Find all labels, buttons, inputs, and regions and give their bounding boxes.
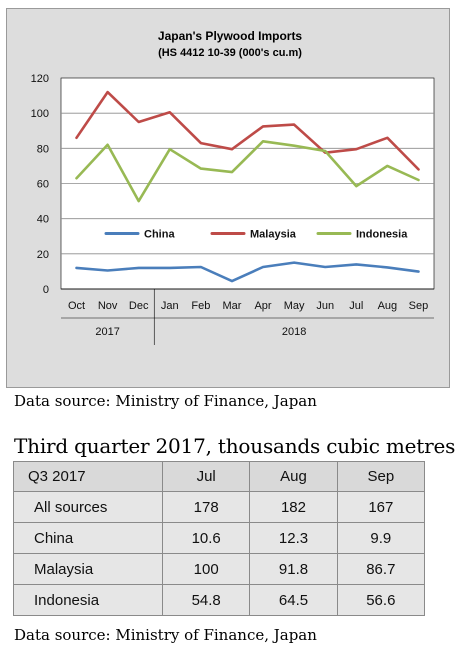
legend-label: Malaysia	[250, 229, 297, 241]
series-line-china	[75, 261, 420, 283]
table-header-row: Q3 2017 Jul Aug Sep	[13, 461, 426, 492]
chart-canvas: Japan's Plywood Imports (HS 4412 10-39 (…	[6, 8, 450, 388]
x-tick-label: Jan	[161, 300, 179, 312]
x-tick-label: Dec	[129, 300, 149, 312]
x-tick-label: Feb	[191, 300, 210, 312]
cell-aug: 12.3	[249, 522, 338, 554]
y-tick-label: 120	[31, 73, 49, 85]
y-tick-label: 80	[37, 143, 49, 155]
cell-sep: 167	[336, 491, 426, 523]
y-tick-label: 20	[37, 249, 49, 261]
data-source-top: Data source: Ministry of Finance, Japan	[14, 392, 317, 410]
series-layer	[75, 90, 420, 283]
row-label: All sources	[13, 491, 163, 523]
header-jul: Jul	[161, 461, 251, 492]
table-caption: Third quarter 2017, thousands cubic metr…	[14, 434, 456, 458]
x-tick-label: Sep	[409, 300, 429, 312]
grid-layer	[61, 112, 434, 255]
x-tick-label: Nov	[98, 300, 118, 312]
plywood-imports-chart: Japan's Plywood Imports (HS 4412 10-39 (…	[6, 8, 450, 388]
x-tick-label: Jun	[316, 300, 334, 312]
row-label: China	[13, 522, 163, 554]
series-line-malaysia	[75, 90, 420, 171]
y-tick-label: 40	[37, 214, 49, 226]
chart-title: Japan's Plywood Imports	[158, 29, 303, 43]
cell-jul: 178	[161, 491, 251, 523]
legend-label: Indonesia	[356, 229, 408, 241]
series-line-indonesia	[75, 140, 420, 203]
x-tick-label: Jul	[349, 300, 363, 312]
x-tick-label: Mar	[222, 300, 241, 312]
header-period: Q3 2017	[13, 461, 163, 492]
row-label: Indonesia	[13, 584, 163, 616]
row-label: Malaysia	[13, 553, 163, 585]
x-axis: Oct Nov Dec Jan Feb Mar Apr May Jun Jul Aug Sep 2017…	[61, 288, 434, 345]
year-label: 2018	[282, 326, 306, 338]
table-row: China 10.6 12.3 9.9	[13, 522, 426, 554]
x-tick-label: Oct	[68, 300, 85, 312]
table-row: All sources 178 182 167	[13, 491, 426, 523]
cell-sep: 56.6	[336, 584, 426, 616]
y-tick-label: 100	[31, 108, 49, 120]
table-row: Indonesia 54.8 64.5 56.6	[13, 584, 426, 616]
x-tick-label: Aug	[378, 300, 398, 312]
cell-sep: 9.9	[336, 522, 426, 554]
data-source-bottom: Data source: Ministry of Finance, Japan	[14, 626, 317, 644]
cell-aug: 64.5	[249, 584, 338, 616]
chart-subtitle: (HS 4412 10-39 (000's cu.m)	[158, 47, 302, 59]
x-tick-label: May	[284, 300, 305, 312]
cell-jul: 100	[161, 553, 251, 585]
table-row: Malaysia 100 91.8 86.7	[13, 553, 426, 585]
cell-jul: 54.8	[161, 584, 251, 616]
cell-sep: 86.7	[336, 553, 426, 585]
legend-box	[98, 220, 416, 247]
y-tick-label: 0	[43, 284, 49, 296]
legend: China Malaysia Indonesia	[98, 220, 416, 247]
legend-label: China	[144, 229, 175, 241]
y-tick-label: 60	[37, 179, 49, 191]
y-axis: 0 20 40 60 80 100 120	[31, 73, 49, 296]
cell-aug: 91.8	[249, 553, 338, 585]
year-label: 2017	[95, 326, 119, 338]
cell-jul: 10.6	[161, 522, 251, 554]
header-sep: Sep	[336, 461, 426, 492]
x-tick-label: Apr	[254, 300, 271, 312]
cell-aug: 182	[249, 491, 338, 523]
header-aug: Aug	[249, 461, 338, 492]
q3-imports-table: Q3 2017 Jul Aug Sep All sources 178 182 …	[13, 461, 426, 616]
